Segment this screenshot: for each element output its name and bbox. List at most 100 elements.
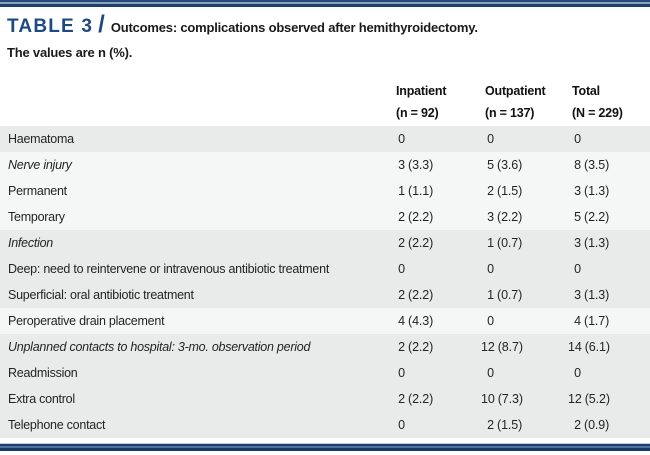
cell-percent: (1.1) [408, 184, 434, 198]
cell-count: 2 [398, 288, 405, 302]
cell-count: 12 [568, 392, 582, 406]
row-label: Infection [8, 236, 54, 250]
cell-count: 3 [574, 288, 581, 302]
cell-outpatient: 5 (3.6) [481, 152, 522, 178]
title-slash: / [98, 11, 105, 38]
cell-outpatient: 1 (0.7) [481, 230, 522, 256]
cell-percent: (1.3) [584, 236, 610, 250]
cell-total: 0 [568, 360, 584, 386]
cell-count: 5 [574, 210, 581, 224]
cell-percent: (0.7) [497, 288, 523, 302]
cell-inpatient: 1 (1.1) [392, 178, 433, 204]
cell-count: 12 [481, 340, 495, 354]
table-number-label: TABLE 3 [7, 16, 94, 37]
column-header-inpatient-line1: Inpatient [396, 84, 447, 98]
cell-percent: (8.7) [497, 340, 523, 354]
cell-percent: (2.2) [408, 236, 434, 250]
table-row: Telephone contact 0 2 (1.5) 2 (0.9) [0, 412, 650, 438]
cell-count: 14 [568, 340, 582, 354]
cell-percent: (2.2) [408, 340, 434, 354]
cell-total: 12 (5.2) [568, 386, 610, 412]
row-label: Temporary [8, 210, 65, 224]
cell-total: 0 [568, 126, 584, 152]
row-label: Haematoma [8, 132, 74, 146]
cell-outpatient: 0 [481, 308, 497, 334]
cell-total: 8 (3.5) [568, 152, 609, 178]
cell-percent: (2.2) [408, 392, 434, 406]
cell-percent: (0.7) [497, 236, 523, 250]
cell-total: 5 (2.2) [568, 204, 609, 230]
table-row: Infection 2 (2.2) 1 (0.7) 3 (1.3) [0, 230, 650, 256]
table-row: Superficial: oral antibiotic treatment 2… [0, 282, 650, 308]
column-header-total: Total (N = 229) [572, 80, 623, 124]
cell-count: 0 [574, 366, 581, 380]
cell-inpatient: 2 (2.2) [392, 282, 433, 308]
row-label: Deep: need to reintervene or intravenous… [8, 262, 330, 276]
cell-count: 3 [574, 236, 581, 250]
row-label: Telephone contact [8, 418, 106, 432]
table-row: Unplanned contacts to hospital: 3-mo. ob… [0, 334, 650, 360]
cell-outpatient: 0 [481, 256, 497, 282]
table-row: Temporary 2 (2.2) 3 (2.2) 5 (2.2) [0, 204, 650, 230]
cell-percent: (3.5) [584, 158, 610, 172]
table-row: Deep: need to reintervene or intravenous… [0, 256, 650, 282]
cell-total: 3 (1.3) [568, 230, 609, 256]
cell-total: 0 [568, 256, 584, 282]
row-label: Readmission [8, 366, 78, 380]
cell-count: 8 [574, 158, 581, 172]
cell-total: 14 (6.1) [568, 334, 610, 360]
cell-outpatient: 0 [481, 126, 497, 152]
cell-count: 2 [398, 210, 405, 224]
cell-percent: (1.3) [584, 288, 610, 302]
cell-count: 0 [398, 418, 405, 432]
cell-percent: (5.2) [584, 392, 610, 406]
row-label: Nerve injury [8, 158, 72, 172]
cell-count: 1 [487, 288, 494, 302]
cell-count: 1 [487, 236, 494, 250]
cell-count: 4 [574, 314, 581, 328]
column-header-total-line1: Total [572, 84, 600, 98]
cell-count: 0 [487, 132, 494, 146]
cell-total: 4 (1.7) [568, 308, 609, 334]
column-header-total-line2: (N = 229) [572, 106, 623, 120]
cell-percent: (2.2) [408, 288, 434, 302]
cell-count: 0 [487, 262, 494, 276]
cell-outpatient: 12 (8.7) [481, 334, 523, 360]
cell-inpatient: 2 (2.2) [392, 230, 433, 256]
cell-outpatient: 3 (2.2) [481, 204, 522, 230]
bottom-border-bar [0, 443, 650, 451]
cell-percent: (6.1) [584, 340, 610, 354]
cell-count: 2 [487, 184, 494, 198]
cell-count: 0 [398, 366, 405, 380]
column-header-outpatient-line2: (n = 137) [485, 106, 535, 120]
table-row: Permanent 1 (1.1) 2 (1.5) 3 (1.3) [0, 178, 650, 204]
cell-percent: (1.3) [584, 184, 610, 198]
column-header-inpatient: Inpatient (n = 92) [396, 80, 446, 124]
cell-total: 3 (1.3) [568, 178, 609, 204]
cell-count: 0 [487, 366, 494, 380]
cell-inpatient: 4 (4.3) [392, 308, 433, 334]
cell-count: 0 [398, 132, 405, 146]
cell-count: 4 [398, 314, 405, 328]
cell-count: 0 [574, 262, 581, 276]
cell-inpatient: 0 [392, 360, 408, 386]
cell-count: 5 [487, 158, 494, 172]
table-row: Haematoma 0 0 0 [0, 126, 650, 152]
cell-outpatient: 2 (1.5) [481, 412, 522, 438]
row-label: Unplanned contacts to hospital: 3-mo. ob… [8, 340, 311, 354]
cell-count: 0 [487, 314, 494, 328]
cell-percent: (3.3) [408, 158, 434, 172]
table-row: Nerve injury 3 (3.3) 5 (3.6) 8 (3.5) [0, 152, 650, 178]
cell-count: 2 [574, 418, 581, 432]
cell-total: 2 (0.9) [568, 412, 609, 438]
cell-percent: (2.2) [497, 210, 523, 224]
cell-percent: (7.3) [497, 392, 523, 406]
table-subcaption: The values are n (%). [7, 45, 133, 60]
row-label: Permanent [8, 184, 67, 198]
cell-count: 3 [487, 210, 494, 224]
column-header-outpatient: Outpatient (n = 137) [485, 80, 546, 124]
cell-outpatient: 1 (0.7) [481, 282, 522, 308]
cell-inpatient: 2 (2.2) [392, 386, 433, 412]
cell-percent: (0.9) [584, 418, 610, 432]
cell-inpatient: 3 (3.3) [392, 152, 433, 178]
